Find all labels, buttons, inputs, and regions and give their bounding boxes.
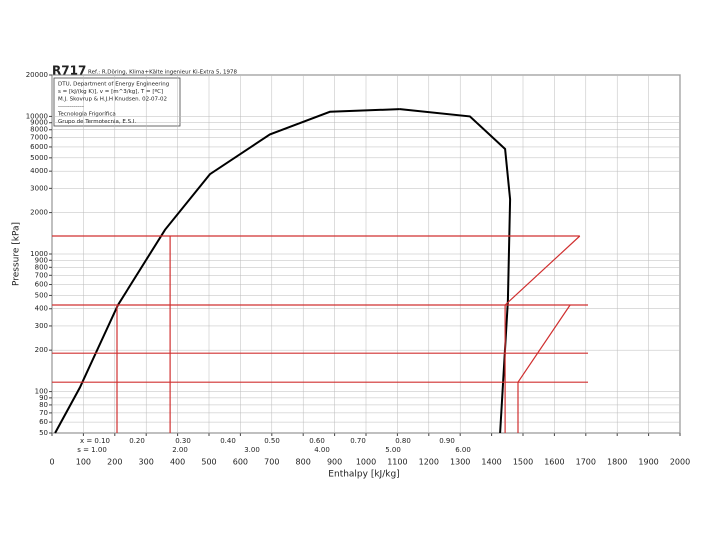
y-tick-label: 200	[35, 346, 48, 354]
y-tick-label: 7000	[30, 134, 48, 142]
info-box	[53, 77, 181, 127]
quality-label: x = 0.10	[80, 437, 110, 445]
chart-title: R717	[52, 64, 86, 78]
y-tick-label: 10000	[26, 112, 48, 120]
entropy-label: 5.00	[385, 446, 401, 454]
y-tick-label: 1000	[30, 250, 48, 258]
x-tick-label: 100	[76, 458, 91, 467]
x-tick-label: 1000	[356, 458, 376, 467]
x-tick-label: 0	[49, 458, 54, 467]
y-tick-label: 5000	[30, 154, 48, 162]
info-line: Tecnologia Frigorífica	[57, 111, 116, 118]
y-tick-label: 50	[39, 429, 48, 437]
x-tick-label: 600	[233, 458, 248, 467]
cycle-line	[504, 235, 581, 433]
cycle-line	[517, 304, 571, 433]
y-tick-label: 90	[39, 394, 48, 402]
x-tick-label: 2000	[670, 458, 690, 467]
quality-label: 0.40	[220, 437, 236, 445]
info-line: DTU, Department of Energy Engineering	[58, 82, 169, 88]
entropy-label: 2.00	[172, 446, 188, 454]
quality-label: 0.80	[395, 437, 411, 445]
y-tick-label: 300	[35, 322, 48, 330]
info-line: -------------	[58, 104, 84, 110]
y-tick-label: 500	[35, 291, 48, 299]
marks	[52, 108, 588, 434]
y-axis-label: Pressure [kPa]	[12, 222, 22, 286]
chart-subtitle: Ref.: R.Döring, Klima+Kälte ingenieur Ki…	[88, 70, 237, 76]
x-tick-label: 1200	[419, 458, 439, 467]
entropy-label: s = 1.00	[77, 446, 107, 454]
x-tick-label: 1400	[481, 458, 501, 467]
entropy-label: 6.00	[455, 446, 471, 454]
quality-label: 0.60	[309, 437, 325, 445]
x-tick-label: 200	[107, 458, 122, 467]
y-tick-label: 3000	[30, 184, 48, 192]
x-tick-label: 1100	[387, 458, 407, 467]
x-tick-label: 1300	[450, 458, 470, 467]
y-tick-label: 400	[35, 305, 48, 313]
quality-label: 0.90	[439, 437, 455, 445]
grid	[49, 74, 681, 436]
quality-label: 0.50	[264, 437, 280, 445]
x-tick-label: 400	[170, 458, 185, 467]
x-tick-label: 1500	[513, 458, 533, 467]
quality-label: 0.70	[350, 437, 366, 445]
x-tick-label: 900	[327, 458, 342, 467]
saturation-line	[399, 108, 512, 434]
y-tick-label: 70	[39, 409, 48, 417]
x-tick-label: 1600	[544, 458, 564, 467]
quality-label: 0.30	[175, 437, 191, 445]
x-tick-label: 700	[264, 458, 279, 467]
x-tick-label: 800	[296, 458, 311, 467]
info-line: M.J. Skovrup & H.J.H Knudsen. 02-07-02	[58, 97, 167, 103]
x-tick-label: 500	[201, 458, 216, 467]
labels: 0 100 200 300 400 500 600 700 800 900 1000 1100 1200…	[26, 71, 690, 467]
y-tick-label: 800	[35, 263, 48, 271]
y-tick-label: 60	[39, 418, 48, 426]
y-tick-label: 8000	[30, 126, 48, 134]
x-tick-label: 300	[139, 458, 154, 467]
x-tick-label: 1800	[607, 458, 627, 467]
entropy-label: 3.00	[244, 446, 260, 454]
y-tick-label: 600	[35, 281, 48, 289]
y-tick-label: 900	[35, 256, 48, 264]
y-tick-label: 4000	[30, 167, 48, 175]
y-tick-label: 700	[35, 271, 48, 279]
y-tick-label: 6000	[30, 143, 48, 151]
y-tick-label: 9000	[30, 119, 48, 127]
x-axis-label: Enthalpy [kJ/kg]	[328, 470, 399, 480]
quality-label: 0.20	[129, 437, 145, 445]
x-tick-label: 1700	[576, 458, 596, 467]
x-tick-label: 1900	[638, 458, 658, 467]
y-tick-label: 100	[35, 388, 48, 396]
y-tick-label: 80	[39, 401, 48, 409]
info-line: s = [kJ/(kg K)], v = [m^3/kg], T = [ºC]	[58, 88, 163, 95]
y-tick-label: 20000	[26, 71, 48, 79]
info-line: Grupo de Termotecnia, E.S.I.	[58, 119, 136, 125]
saturation-line	[54, 108, 400, 434]
entropy-label: 4.00	[314, 446, 330, 454]
y-tick-label: 2000	[30, 209, 48, 217]
